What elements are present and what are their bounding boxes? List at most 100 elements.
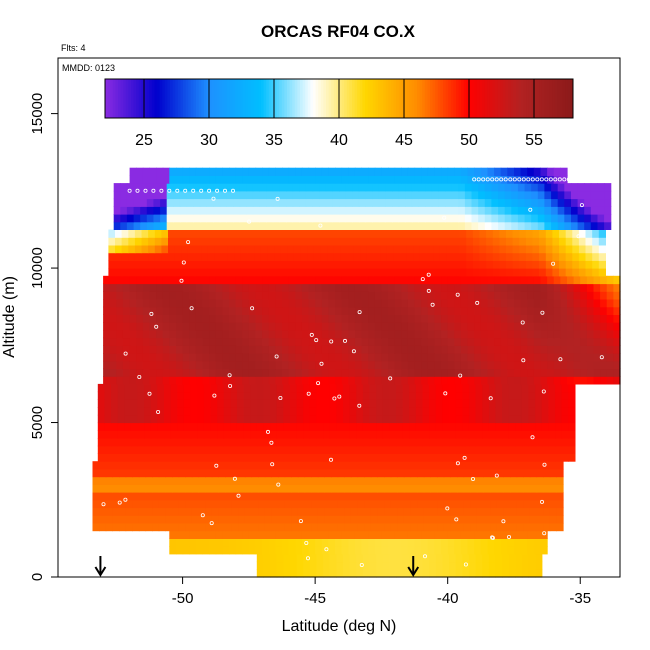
colorbar-swatch [185,79,189,118]
heatmap-cell [604,221,612,230]
heatmap-cell [430,492,438,501]
heatmap-cell [136,368,144,377]
heatmap-cell [210,430,218,439]
heatmap-cell [405,206,413,215]
colorbar-swatch [123,79,127,118]
heatmap-cell [458,198,466,207]
colorbar-swatch [406,79,410,118]
heatmap-cell [364,522,372,532]
heatmap-cell [480,360,488,370]
sample-point [506,535,511,540]
heatmap-cell [467,329,475,339]
heatmap-cell [499,229,507,238]
heatmap-cell [255,283,263,292]
heatmap-cell [341,322,349,331]
colorbar-swatch [391,79,395,118]
heatmap-cell [282,299,290,308]
heatmap-cell [323,414,331,424]
heatmap-cell [474,345,482,354]
heatmap-cell [125,484,133,493]
heatmap-cell [162,329,170,339]
heatmap-cell [264,468,272,478]
heatmap-cell [206,190,214,200]
heatmap-cell [539,237,547,246]
heatmap-cell [321,538,329,547]
heatmap-cell [195,546,203,555]
heatmap-cell [384,492,392,501]
heatmap-cell [374,306,382,315]
heatmap-cell [286,183,294,192]
heatmap-cell [271,507,279,516]
heatmap-cell [435,430,443,439]
heatmap-cell [206,198,214,207]
heatmap-cell [613,353,621,362]
heatmap-cell [361,376,369,385]
heatmap-cell [376,383,384,393]
heatmap-cell [109,353,117,362]
heatmap-cell [503,515,511,524]
heatmap-cell [153,214,161,223]
heatmap-cell [112,461,120,470]
heatmap-cell [202,306,210,315]
heatmap-cell [445,221,453,230]
heatmap-cell [474,322,482,331]
colorbar-swatch [235,79,239,118]
heatmap-cell [242,275,250,285]
heatmap-cell [361,283,369,292]
heatmap-cell [349,383,357,393]
heatmap-cell [423,468,431,478]
heatmap-cell [176,306,184,315]
heatmap-cell [403,461,412,470]
heatmap-cell [198,461,206,470]
heatmap-cell [354,329,363,339]
heatmap-field [92,167,621,578]
heatmap-cell [275,530,283,539]
heatmap-cell [434,291,442,300]
heatmap-cell [449,438,457,447]
heatmap-cell [262,314,270,323]
heatmap-cell [407,275,416,285]
sample-point [127,188,132,193]
heatmap-cell [191,468,200,478]
heatmap-cell [349,569,357,578]
heatmap-cell [544,206,552,215]
heatmap-cell [337,468,345,478]
heatmap-cell [295,291,303,300]
x-tick-label: -40 [437,590,459,607]
heatmap-cell [189,314,197,323]
heatmap-cell [548,399,556,408]
heatmap-cell [495,453,503,462]
sample-point [304,541,309,546]
heatmap-cell [431,221,439,230]
heatmap-cell [403,515,412,524]
heatmap-cell [288,546,296,555]
heatmap-cell [136,345,144,354]
heatmap-cell [417,515,425,524]
heatmap-cell [460,329,469,339]
heatmap-cell [321,306,329,315]
heatmap-cell [519,268,527,277]
heatmap-cell [427,306,435,315]
heatmap-cell [482,422,490,431]
heatmap-cell [373,260,381,269]
heatmap-cell [468,422,477,431]
heatmap-cell [305,206,314,215]
heatmap-cell [189,368,197,377]
heatmap-cell [248,299,257,308]
heatmap-cell [140,198,148,207]
heatmap-cell [414,314,422,323]
heatmap-cell [121,244,129,254]
heatmap-cell [214,229,222,238]
heatmap-cell [327,229,335,238]
heatmap-cell [495,569,503,578]
heatmap-cell [227,244,235,254]
heatmap-cell [296,407,304,416]
heatmap-cell [179,221,188,230]
heatmap-cell [447,275,455,285]
heatmap-cell [231,515,239,524]
heatmap-cell [557,221,565,230]
heatmap-cell [350,484,359,493]
heatmap-cell [492,252,500,261]
heatmap-cell [491,214,499,223]
heatmap-cell [235,538,243,547]
